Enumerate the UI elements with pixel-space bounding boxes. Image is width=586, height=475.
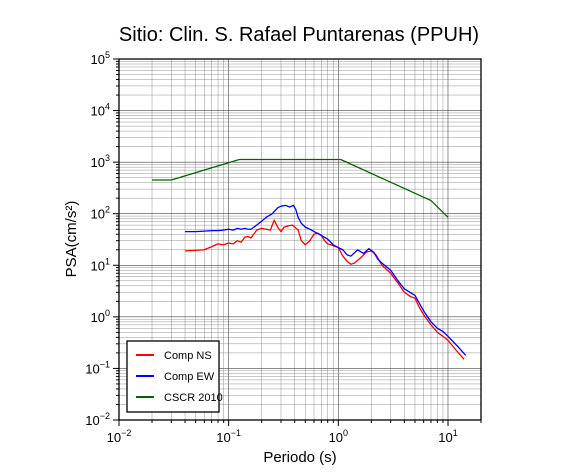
legend-label: CSCR 2010 — [164, 392, 223, 404]
legend-label: Comp EW — [164, 371, 215, 383]
series-line-cscr-2010 — [152, 158, 449, 218]
y-tick-label: 10−2 — [85, 411, 110, 428]
ticks: 10−2 10−1 100 101 10−2 10−1 100 101 102 103 104 105 — [85, 50, 482, 445]
y-tick-label: 103 — [91, 153, 110, 170]
series-layer — [152, 158, 467, 360]
y-tick-label: 102 — [91, 205, 110, 222]
y-tick-label: 105 — [91, 50, 110, 67]
x-tick-label: 10−1 — [216, 428, 241, 445]
x-tick-label: 10−2 — [107, 428, 132, 445]
grid — [118, 58, 482, 421]
x-axis-label: Periodo (s) — [263, 449, 336, 466]
y-tick-label: 104 — [91, 102, 110, 119]
chart-title: Sitio: Clin. S. Rafael Puntarenas (PPUH) — [119, 24, 479, 46]
legend: Comp NS Comp EW CSCR 2010 — [126, 340, 223, 413]
y-tick-label: 101 — [91, 256, 110, 273]
legend-label: Comp NS — [164, 350, 212, 362]
y-axis-label: PSA(cm/s²) — [63, 201, 80, 278]
series-line-comp-ns — [184, 219, 465, 360]
x-tick-label: 100 — [329, 428, 348, 445]
y-tick-label: 100 — [91, 308, 110, 325]
plot-frame — [118, 58, 482, 421]
y-tick-label: 10−1 — [85, 359, 110, 376]
x-tick-label: 101 — [438, 428, 457, 445]
series-line-comp-ew — [185, 204, 467, 356]
